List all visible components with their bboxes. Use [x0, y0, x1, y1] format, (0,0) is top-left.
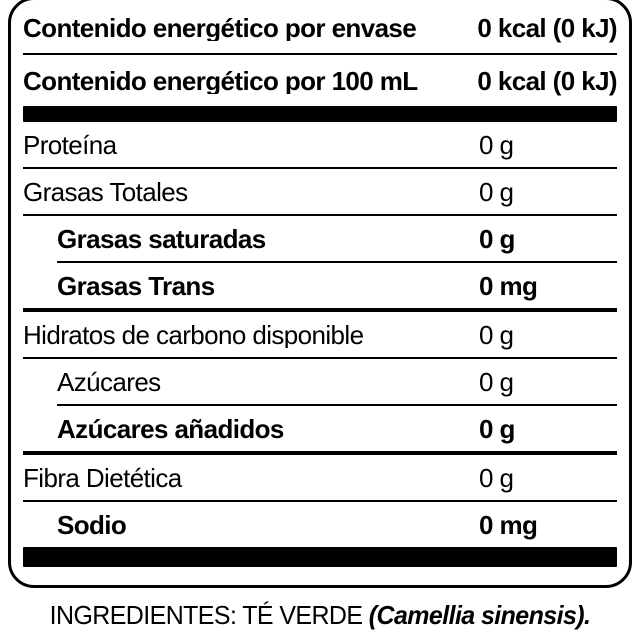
- row-value: 0 g: [479, 223, 515, 254]
- separator-line: [23, 167, 617, 169]
- row-label: Azúcares añadidos: [57, 415, 284, 442]
- row-value: 0 g: [479, 366, 514, 397]
- separator-line: [23, 214, 617, 216]
- row-value: 0 g: [479, 462, 514, 493]
- row-label: Grasas saturadas: [57, 225, 266, 252]
- row-label: Sodio: [57, 511, 127, 538]
- row-label: Proteína: [23, 131, 117, 158]
- nutrient-row: Fibra Dietética 0 g: [23, 455, 617, 500]
- nutrient-row: Sodio 0 mg: [23, 502, 617, 547]
- separator-line: [23, 357, 617, 359]
- row-label: Fibra Dietética: [23, 464, 182, 491]
- row-value: 0 g: [479, 176, 514, 207]
- nutrient-row: Azúcares 0 g: [23, 359, 617, 404]
- separator-line: [23, 500, 617, 502]
- separator-line: [23, 53, 617, 55]
- row-label: Grasas Totales: [23, 178, 188, 205]
- thick-divider-bar: [23, 547, 617, 567]
- separator-line: [57, 261, 617, 263]
- energy-row: Contenido energético por envase 0 kcal (0…: [23, 2, 618, 53]
- row-value: 0 g: [479, 413, 515, 444]
- row-value: 0 g: [479, 129, 514, 160]
- nutrient-row: Grasas Trans 0 mg: [23, 263, 617, 308]
- row-value: 0 g: [479, 319, 514, 350]
- nutrient-row: Proteína 0 g: [23, 122, 617, 167]
- row-label: Azúcares: [57, 368, 161, 395]
- row-value: 0 mg: [479, 270, 538, 301]
- nutrient-row: Grasas saturadas 0 g: [23, 216, 617, 261]
- row-label: Grasas Trans: [57, 272, 215, 299]
- nutrient-row: Azúcares añadidos 0 g: [23, 406, 617, 451]
- row-label: Hidratos de carbono disponible: [23, 321, 364, 348]
- separator-line: [23, 451, 617, 455]
- row-value: 0 kcal (0 kJ): [477, 65, 617, 96]
- nutrient-row: Hidratos de carbono disponible 0 g: [23, 312, 617, 357]
- row-value: 0 mg: [479, 509, 538, 540]
- row-label: Contenido energético por 100 mL: [23, 67, 418, 94]
- thick-divider-bar: [23, 106, 617, 122]
- nutrient-row: Grasas Totales 0 g: [23, 169, 617, 214]
- nutrition-facts-box: Contenido energético por envase 0 kcal (0…: [8, 0, 632, 588]
- energy-row: Contenido energético por 100 mL 0 kcal (0…: [23, 55, 618, 106]
- row-value: 0 kcal (0 kJ): [477, 12, 617, 43]
- separator-line: [57, 404, 617, 406]
- ingredients-text: INGREDIENTES: TÉ VERDE: [49, 600, 363, 630]
- ingredients-scientific-name: (Camellia sinensis).: [368, 600, 591, 630]
- ingredients-line: INGREDIENTES: TÉ VERDE (Camellia sinensi…: [13, 600, 627, 631]
- row-label: Contenido energético por envase: [23, 14, 417, 41]
- separator-line: [23, 308, 617, 312]
